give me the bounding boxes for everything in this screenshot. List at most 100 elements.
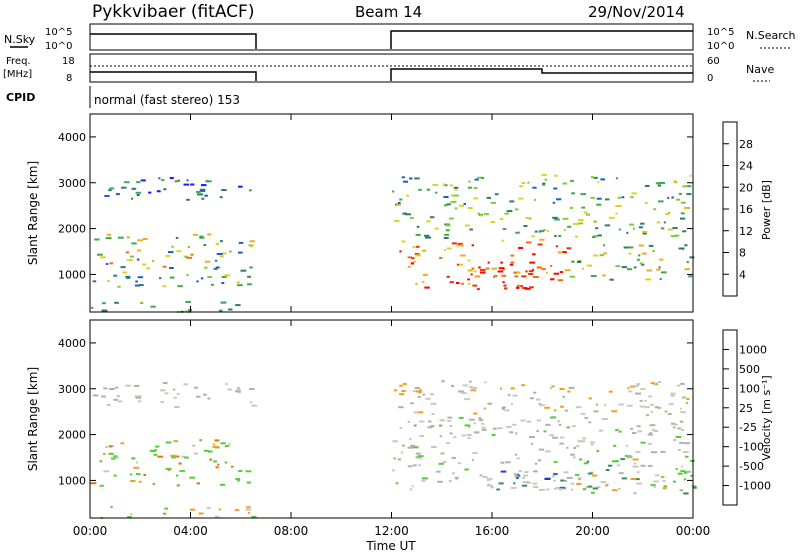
data-cell [481, 428, 487, 431]
data-cell [191, 444, 196, 447]
data-cell [665, 213, 669, 215]
data-cell [456, 263, 459, 266]
data-cell [92, 394, 99, 397]
data-cell [679, 407, 682, 410]
data-cell [175, 237, 179, 239]
data-cell [162, 382, 168, 384]
data-cell [436, 470, 441, 473]
data-cell [162, 285, 167, 288]
data-cell [468, 186, 472, 189]
data-cell [465, 224, 470, 227]
data-cell [117, 400, 123, 403]
data-cell [670, 392, 676, 395]
data-cell [415, 283, 418, 285]
data-cell [419, 457, 422, 460]
data-cell [401, 176, 405, 179]
data-cell [409, 438, 412, 440]
data-cell [206, 507, 211, 510]
data-cell [91, 306, 94, 309]
data-cell [553, 409, 557, 412]
data-cell [165, 467, 172, 470]
data-cell [554, 487, 557, 490]
data-cell [451, 456, 456, 459]
data-cell [238, 251, 243, 254]
data-cell [446, 203, 451, 206]
data-cell [139, 395, 142, 398]
data-cell [487, 261, 490, 264]
data-cell [525, 270, 528, 273]
data-cell [557, 279, 564, 282]
x-tick-label: 08:00 [274, 524, 309, 538]
data-cell [136, 181, 141, 184]
data-cell [115, 193, 120, 196]
data-cell [130, 480, 136, 482]
data-cell [467, 437, 471, 440]
data-cell [209, 458, 213, 461]
data-cell [580, 193, 586, 196]
data-cell [570, 179, 574, 182]
data-cell [463, 203, 466, 205]
data-cell [635, 392, 641, 395]
data-cell [636, 471, 640, 474]
data-cell [684, 442, 690, 445]
data-cell [153, 453, 158, 456]
data-cell [114, 301, 119, 304]
data-cell [197, 193, 203, 196]
data-cell [542, 182, 546, 185]
data-cell [410, 444, 416, 447]
data-cell [459, 263, 464, 266]
data-cell [134, 395, 139, 398]
data-cell [397, 458, 402, 461]
data-cell [237, 284, 243, 287]
colorbar-tick-label: -25 [739, 421, 757, 434]
data-cell [605, 469, 610, 471]
y-tick-label: 2000 [58, 223, 86, 236]
data-cell [544, 478, 551, 480]
data-cell [667, 228, 673, 231]
data-cell [235, 478, 241, 480]
data-cell [596, 197, 602, 200]
data-cell [680, 382, 685, 385]
data-cell [227, 388, 233, 391]
data-cell [411, 485, 414, 488]
data-cell [156, 190, 161, 193]
data-cell [527, 181, 530, 184]
data-cell [493, 274, 498, 277]
data-cell [131, 457, 136, 460]
data-cell [426, 188, 431, 191]
data-cell [159, 277, 162, 280]
data-cell [137, 400, 142, 403]
data-cell [588, 421, 592, 424]
data-cell [627, 268, 633, 271]
colorbar-tick-label: 12 [739, 225, 753, 238]
data-cell [677, 427, 682, 430]
data-cell [104, 195, 110, 197]
data-cell [519, 185, 523, 188]
data-cell [640, 388, 646, 391]
data-cell [422, 393, 425, 396]
data-cell [186, 274, 189, 277]
data-cell [173, 440, 179, 443]
data-cell [596, 203, 602, 206]
data-cell [464, 424, 470, 427]
data-cell [445, 224, 451, 227]
data-cell [591, 176, 595, 179]
data-cell [392, 469, 395, 472]
data-cell [134, 284, 141, 287]
data-cell [645, 278, 651, 281]
data-cell [120, 266, 126, 269]
data-cell [658, 181, 664, 184]
colorbar-tick-label: 500 [739, 363, 760, 376]
data-cell [684, 268, 690, 271]
data-cell [597, 486, 601, 489]
data-cell [679, 441, 684, 444]
x-tick-label: 00:00 [676, 524, 711, 538]
data-cell [478, 419, 484, 421]
data-cell [682, 185, 688, 188]
data-cell [608, 464, 613, 467]
data-cell [236, 281, 241, 284]
data-cell [615, 212, 618, 215]
beam-title: Beam 14 [355, 3, 422, 21]
data-cell [442, 461, 447, 464]
data-cell [521, 182, 526, 184]
